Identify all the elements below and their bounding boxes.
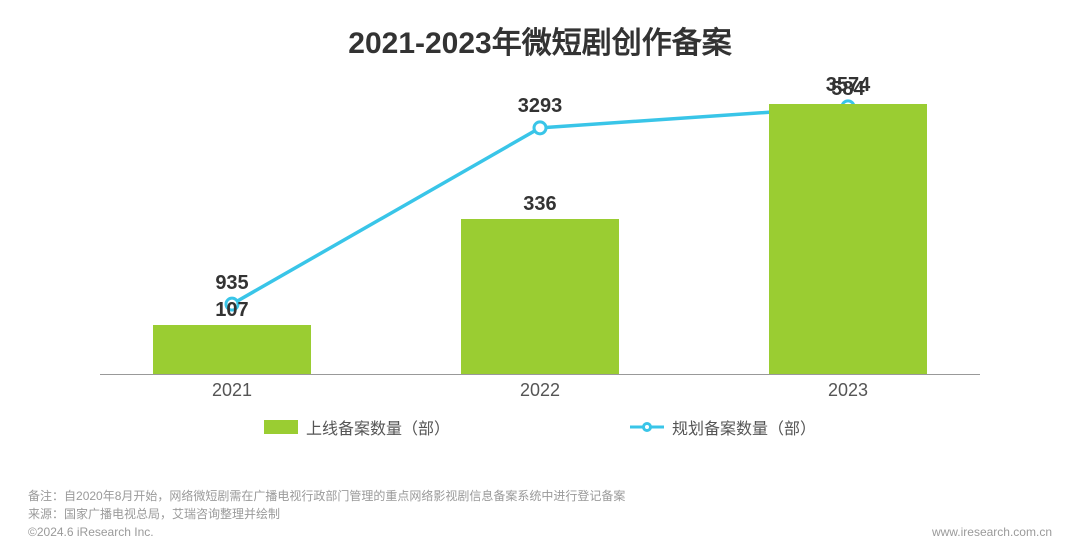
footer: 备注：自2020年8月开始，网络微短剧需在广播电视行政部门管理的重点网络影视剧信…: [28, 487, 1052, 541]
bar-value-label: 107: [153, 299, 311, 322]
bar: 336: [461, 219, 619, 374]
line-value-label: 3293: [518, 95, 563, 118]
line-value-label: 3574: [826, 74, 871, 97]
bar: 107: [153, 325, 311, 374]
bar: 584: [769, 104, 927, 374]
footer-copyright: ©2024.6 iResearch Inc.: [28, 523, 154, 541]
footer-note-label: 备注：: [28, 489, 64, 503]
footer-url: www.iresearch.com.cn: [932, 523, 1052, 541]
legend-item-line: 规划备案数量（部）: [630, 415, 816, 439]
footer-note-text: 自2020年8月开始，网络微短剧需在广播电视行政部门管理的重点网络影视剧信息备案…: [64, 489, 625, 503]
x-tick-label: 2022: [520, 375, 560, 405]
footer-note: 备注：自2020年8月开始，网络微短剧需在广播电视行政部门管理的重点网络影视剧信…: [28, 487, 1052, 505]
legend-label-line: 规划备案数量（部）: [672, 415, 816, 439]
legend-item-bar: 上线备案数量（部）: [264, 415, 450, 439]
chart-area: 107 336 584 935 3293 3574 2021 2022 2023: [100, 75, 980, 405]
line-value-label: 935: [215, 272, 248, 295]
footer-source: 来源：国家广播电视总局，艾瑞咨询整理并绘制: [28, 505, 1052, 523]
bar-value-label: 336: [461, 193, 619, 216]
footer-source-text: 国家广播电视总局，艾瑞咨询整理并绘制: [64, 507, 280, 521]
footer-source-label: 来源：: [28, 507, 64, 521]
chart-title: 2021-2023年微短剧创作备案: [0, 0, 1080, 62]
plot-region: 107 336 584 935 3293 3574: [100, 75, 980, 375]
legend-swatch-bar: [264, 420, 298, 434]
line-marker: [534, 122, 546, 134]
x-tick-label: 2021: [212, 375, 252, 405]
legend-label-bar: 上线备案数量（部）: [306, 415, 450, 439]
legend: 上线备案数量（部） 规划备案数量（部）: [0, 415, 1080, 439]
legend-swatch-line: [630, 420, 664, 434]
x-tick-label: 2023: [828, 375, 868, 405]
